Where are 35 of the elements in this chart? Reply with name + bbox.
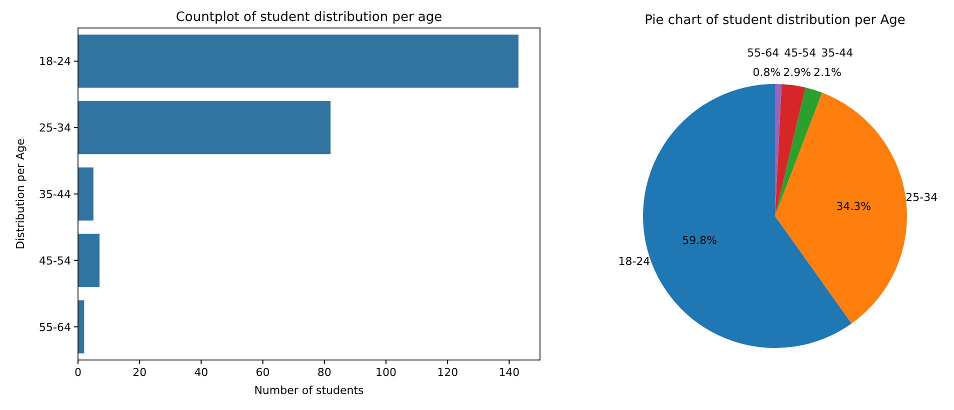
slice-label: 45-54 — [784, 46, 816, 60]
pie-slice — [775, 84, 806, 216]
x-tick-label: 60 — [256, 366, 270, 379]
bar — [78, 34, 518, 88]
data-label: 34.3% — [836, 200, 872, 213]
data-label: 2.1% — [814, 66, 842, 80]
y-tick-label: 55-64 — [39, 320, 71, 334]
pie-slice — [775, 88, 822, 216]
chart-title: Countplot of student distribution per age — [176, 10, 442, 25]
x-tick-label: 40 — [194, 366, 208, 379]
slice-label: 35-44 — [821, 46, 854, 60]
slice-label: 25-34 — [906, 191, 938, 204]
x-tick-label: 140 — [498, 366, 520, 379]
data-label: 59.8% — [682, 234, 718, 248]
y-tick-label: 35-44 — [39, 188, 71, 201]
data-label: 0.8% — [752, 66, 781, 80]
bar — [78, 234, 100, 287]
y-tick-label: 45-54 — [39, 254, 71, 268]
bar — [78, 167, 94, 221]
chart-title: Pie chart of student distribution per Age — [644, 13, 906, 28]
x-tick-label: 100 — [376, 366, 396, 379]
y-axis-title: Distribution per Age — [14, 138, 27, 250]
data-label: 2.9% — [783, 66, 812, 80]
slice-label: 18-24 — [618, 255, 650, 268]
x-tick-label: 80 — [317, 366, 332, 379]
bar — [78, 101, 331, 154]
y-tick-label: 18-24 — [39, 55, 71, 68]
bar — [78, 300, 84, 354]
x-tick-label: 0 — [74, 366, 82, 379]
pie-slice — [775, 92, 907, 324]
x-tick-label: 120 — [437, 366, 458, 379]
x-tick-label: 20 — [132, 366, 147, 379]
x-axis-title: Number of students — [254, 384, 364, 397]
y-tick-label: 25-34 — [39, 122, 71, 135]
slice-label: 55-64 — [747, 46, 780, 60]
